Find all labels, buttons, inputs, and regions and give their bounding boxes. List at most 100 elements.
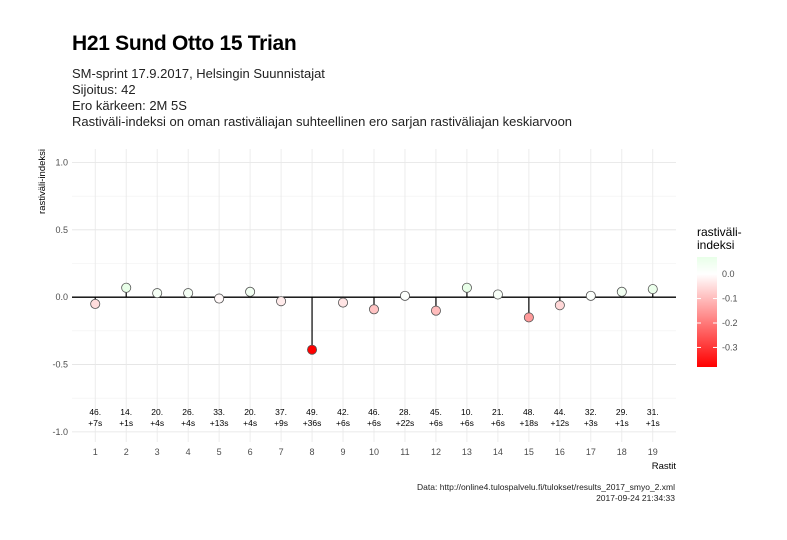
- x-tick-label: 11: [400, 447, 409, 457]
- x-tick-label: 2: [124, 447, 129, 457]
- subtitle-line-description: Rastiväli-indeksi on oman rastiväliajan …: [72, 114, 573, 129]
- legend-tick-label: -0.1: [722, 294, 738, 304]
- legend-title: rastiväli- indeksi: [697, 226, 742, 252]
- x-tick-label: 1: [93, 447, 98, 457]
- data-label-diff: +13s: [210, 418, 229, 428]
- data-label-diff: +1s: [646, 418, 660, 428]
- x-tick-label: 9: [341, 447, 346, 457]
- legend-colorbar: [697, 257, 717, 367]
- x-tick-label: 13: [462, 447, 472, 457]
- data-point: [152, 288, 163, 299]
- data-label-rank: 20.: [151, 407, 163, 417]
- y-tick-label: -1.0: [52, 427, 68, 437]
- x-tick-label: 10: [369, 447, 379, 457]
- x-tick-label: 17: [586, 447, 596, 457]
- data-label-diff: +1s: [615, 418, 629, 428]
- x-tick-label: 8: [310, 447, 315, 457]
- caption-timestamp: 2017-09-24 21:34:33: [596, 493, 675, 503]
- x-tick-label: 12: [431, 447, 441, 457]
- data-label-rank: 33.: [213, 407, 225, 417]
- data-point: [430, 305, 441, 316]
- data-label-rank: 46.: [89, 407, 101, 417]
- x-tick-label: 4: [186, 447, 191, 457]
- x-axis-title: Rastit: [652, 461, 677, 472]
- data-point: [183, 288, 194, 299]
- data-point: [585, 290, 596, 301]
- data-point: [276, 296, 287, 307]
- data-point: [338, 297, 349, 308]
- x-tick-label: 14: [493, 447, 503, 457]
- data-point: [523, 312, 534, 323]
- data-label-rank: 21.: [492, 407, 504, 417]
- data-point: [245, 286, 256, 297]
- legend-tick-label: -0.2: [722, 318, 738, 328]
- subtitle-line-gap: Ero kärkeen: 2M 5S: [72, 98, 187, 113]
- data-point: [492, 289, 503, 300]
- data-point: [616, 286, 627, 297]
- data-label-rank: 31.: [647, 407, 659, 417]
- data-label-rank: 29.: [616, 407, 628, 417]
- data-label-diff: +36s: [303, 418, 322, 428]
- data-label-diff: +3s: [584, 418, 598, 428]
- data-point: [461, 282, 472, 293]
- legend-title-line2: indeksi: [697, 238, 735, 252]
- x-tick-label: 3: [155, 447, 160, 457]
- data-point: [121, 282, 132, 293]
- data-label-diff: +22s: [396, 418, 415, 428]
- chart-subtitle: SM-sprint 17.9.2017, Helsingin Suunnista…: [72, 66, 572, 130]
- x-tick-label: 15: [524, 447, 534, 457]
- data-label-diff: +9s: [274, 418, 288, 428]
- data-label-rank: 28.: [399, 407, 411, 417]
- x-tick-label: 19: [648, 447, 658, 457]
- data-label-diff: +6s: [429, 418, 443, 428]
- data-label-rank: 14.: [120, 407, 132, 417]
- data-label-diff: +7s: [88, 418, 102, 428]
- caption-source: Data: http://online4.tulospalvelu.fi/tul…: [417, 482, 675, 492]
- data-point: [554, 300, 565, 311]
- x-tick-label: 5: [217, 447, 222, 457]
- y-axis-title: rastiväli-indeksi: [37, 149, 48, 214]
- data-label-rank: 45.: [430, 407, 442, 417]
- data-label-diff: +6s: [367, 418, 381, 428]
- legend-title-line1: rastiväli-: [697, 225, 742, 239]
- x-tick-label: 6: [248, 447, 253, 457]
- chart-title: H21 Sund Otto 15 Trian: [72, 32, 297, 55]
- y-tick-label: 0.0: [55, 292, 68, 302]
- data-label-diff: +6s: [336, 418, 350, 428]
- subtitle-line-event: SM-sprint 17.9.2017, Helsingin Suunnista…: [72, 66, 325, 81]
- data-label-rank: 20.: [244, 407, 256, 417]
- data-label-diff: +4s: [243, 418, 257, 428]
- data-point: [647, 284, 658, 295]
- subtitle-line-rank: Sijoitus: 42: [72, 82, 136, 97]
- y-tick-label: 1.0: [55, 157, 68, 167]
- x-tick-label: 7: [279, 447, 284, 457]
- data-label-diff: +12s: [551, 418, 570, 428]
- data-label-diff: +4s: [150, 418, 164, 428]
- data-label-rank: 32.: [585, 407, 597, 417]
- data-label-diff: +6s: [491, 418, 505, 428]
- y-tick-label: 0.5: [55, 225, 68, 235]
- data-point: [214, 293, 225, 304]
- data-label-rank: 10.: [461, 407, 473, 417]
- legend-tick-label: 0.0: [722, 269, 735, 279]
- data-label-diff: +18s: [520, 418, 539, 428]
- chart-caption: Data: http://online4.tulospalvelu.fi/tul…: [417, 482, 675, 504]
- data-label-diff: +1s: [119, 418, 133, 428]
- data-label-rank: 44.: [554, 407, 566, 417]
- data-point: [307, 344, 318, 355]
- legend-tick-label: -0.3: [722, 342, 738, 352]
- x-tick-label: 16: [555, 447, 565, 457]
- y-tick-label: -0.5: [52, 360, 68, 370]
- data-label-rank: 37.: [275, 407, 287, 417]
- data-label-diff: +4s: [181, 418, 195, 428]
- data-point: [90, 298, 101, 309]
- data-label-rank: 49.: [306, 407, 318, 417]
- data-label-rank: 48.: [523, 407, 535, 417]
- data-label-rank: 42.: [337, 407, 349, 417]
- data-label-rank: 26.: [182, 407, 194, 417]
- x-tick-label: 18: [617, 447, 627, 457]
- data-label-rank: 46.: [368, 407, 380, 417]
- data-point: [399, 290, 410, 301]
- data-point: [368, 304, 379, 315]
